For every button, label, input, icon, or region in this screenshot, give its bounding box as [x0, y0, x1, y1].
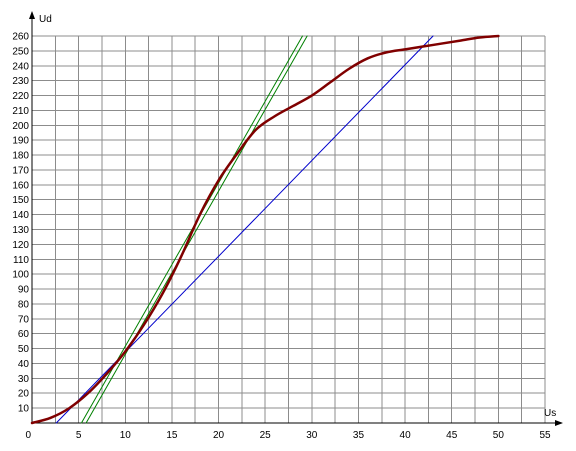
y-tick-label: 60: [18, 329, 30, 340]
y-tick-label: 30: [18, 374, 30, 385]
grid: [31, 35, 546, 424]
y-tick-label: 210: [12, 106, 29, 117]
y-tick-label: 190: [12, 136, 29, 147]
y-tick-label: 230: [12, 76, 29, 87]
y-tick-label: 240: [12, 61, 29, 72]
y-tick-label: 120: [12, 240, 29, 251]
y-tick-label: 90: [18, 285, 30, 296]
y-tick-label: 70: [18, 314, 30, 325]
y-tick-label: 180: [12, 151, 29, 162]
tick-labels: 5 10 15 20 25 30 35 40 45 50 55 10 20 30 40 50 60 70 80 90 1…: [12, 32, 551, 442]
x-tick-label: 25: [260, 430, 272, 441]
axes: Ud Us 0: [25, 11, 563, 441]
y-tick-label: 130: [12, 225, 29, 236]
y-tick-label: 50: [18, 344, 30, 355]
x-tick-label: 40: [400, 430, 412, 441]
origin-label: 0: [25, 430, 31, 441]
y-tick-label: 170: [12, 165, 29, 176]
y-tick-label: 160: [12, 180, 29, 191]
y-tick-label: 220: [12, 91, 29, 102]
y-tick-label: 260: [12, 32, 29, 43]
x-tick-label: 20: [213, 430, 225, 441]
x-tick-label: 30: [306, 430, 318, 441]
x-tick-label: 35: [353, 430, 365, 441]
series-line: [85, 35, 308, 424]
y-axis-title: Ud: [39, 14, 52, 25]
x-tick-label: 15: [166, 430, 178, 441]
y-tick-label: 10: [18, 404, 30, 415]
y-axis-arrow: [29, 11, 35, 19]
y-tick-label: 200: [12, 121, 29, 132]
y-tick-label: 100: [12, 270, 29, 281]
series: [30, 34, 500, 425]
y-tick-label: 140: [12, 210, 29, 221]
y-tick-label: 110: [13, 255, 29, 266]
x-tick-label: 45: [446, 430, 458, 441]
x-tick-label: 10: [120, 430, 132, 441]
y-tick-label: 40: [18, 359, 30, 370]
series-line: [30, 34, 500, 425]
x-tick-label: 5: [76, 430, 82, 441]
y-tick-label: 150: [12, 195, 29, 206]
x-tick-label: 50: [493, 430, 505, 441]
y-tick-label: 80: [18, 299, 30, 310]
y-tick-label: 20: [18, 389, 30, 400]
y-tick-label: 250: [12, 46, 29, 57]
x-axis-title: Us: [544, 408, 556, 419]
x-tick-label: 55: [539, 430, 551, 441]
x-axis-arrow: [555, 420, 563, 426]
